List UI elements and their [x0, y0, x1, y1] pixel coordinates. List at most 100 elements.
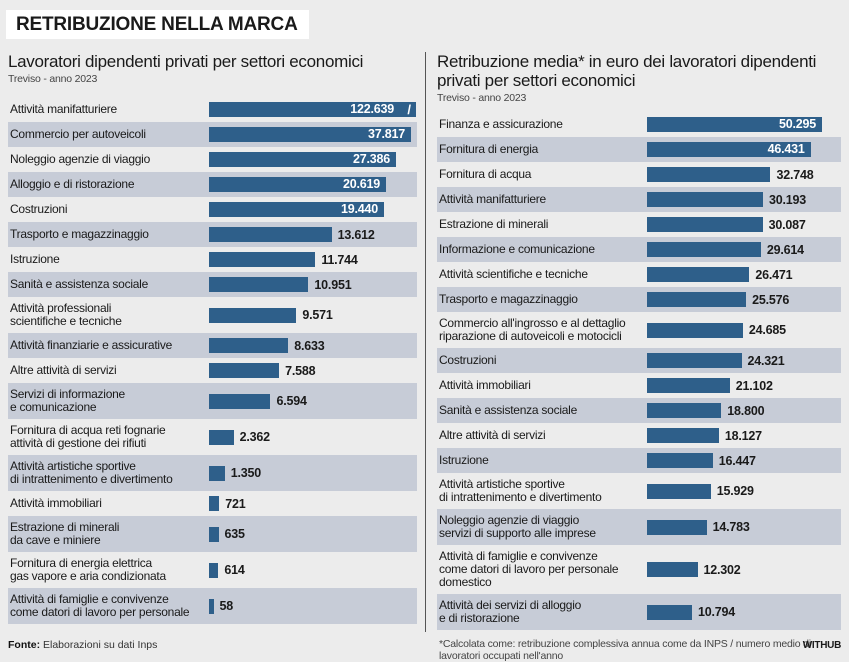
- workers-category-label: Attività artistiche sportive di intratten…: [10, 459, 173, 486]
- salary-row: Noleggio agenzie di viaggio servizi di su…: [437, 509, 841, 545]
- salary-value-label: 25.576: [752, 292, 790, 307]
- salary-category-label: Fornitura di acqua: [439, 167, 532, 181]
- workers-value-label: 58: [219, 599, 234, 613]
- salary-bar-area: 30.087: [647, 217, 841, 232]
- workers-bar: [209, 307, 297, 323]
- workers-value-label: 635: [224, 527, 245, 541]
- workers-row: Trasporto e magazzinaggio 13.612: [8, 222, 417, 247]
- workers-category-label: Attività immobiliari: [10, 496, 102, 510]
- salary-chart-title: Retribuzione media* in euro dei lavorato…: [437, 52, 817, 90]
- salary-bar: [647, 519, 707, 535]
- salary-bar-area: 26.471: [647, 267, 841, 282]
- workers-row: Attività finanziarie e assicurative 8.633: [8, 333, 417, 358]
- workers-category-label: Costruzioni: [10, 202, 68, 216]
- workers-category-label: Trasporto e magazzinaggio: [10, 227, 149, 241]
- workers-category-label: Attività di famiglie e convivenze come da…: [10, 592, 190, 619]
- workers-bar-area: 122.639 /: [209, 102, 417, 117]
- workers-bar: [209, 429, 234, 445]
- workers-value-label: 37.817: [367, 127, 405, 141]
- workers-row: Servizi di informazione e comunicazione 6.…: [8, 383, 417, 419]
- workers-bar: 37.817: [209, 127, 411, 142]
- workers-row: Estrazione di minerali da cave e miniere 6…: [8, 516, 417, 552]
- workers-row: Attività professionali scientifiche e tec…: [8, 297, 417, 333]
- salary-bar-area: 25.576: [647, 292, 841, 307]
- workers-category-label: Noleggio agenzie di viaggio: [10, 152, 151, 166]
- workers-category-label: Commercio per autoveicoli: [10, 127, 146, 141]
- workers-bar-area: 19.440: [209, 202, 417, 217]
- salary-category-label: Attività manifatturiere: [439, 192, 546, 206]
- workers-row: Fornitura di acqua reti fognarie attività…: [8, 419, 417, 455]
- salary-bar: [647, 242, 761, 257]
- workers-category-label: Attività professionali scientifiche e tec…: [10, 301, 122, 328]
- workers-bar: [209, 363, 280, 378]
- salary-row: Informazione e comunicazione 29.614: [437, 237, 841, 262]
- salary-row: Costruzioni 24.321: [437, 348, 841, 373]
- salary-row: Finanza e assicurazione 50.295: [437, 112, 841, 137]
- workers-bar-area: 8.633: [209, 338, 417, 353]
- workers-value-label: 11.744: [321, 252, 358, 267]
- salary-row: Attività artistiche sportive di intratten…: [437, 473, 841, 509]
- salary-category-label: Commercio all'ingrosso e al dettaglio rip…: [439, 316, 626, 343]
- workers-bar-area: 721: [209, 496, 417, 511]
- workers-value-label: 6.594: [276, 394, 307, 408]
- workers-row: Altre attività di servizi 7.588: [8, 358, 417, 383]
- salary-bar-area: 46.431: [647, 142, 841, 157]
- salary-category-label: Attività immobiliari: [439, 378, 531, 392]
- workers-value-label: 122.639: [350, 102, 394, 116]
- salary-row: Sanità e assistenza sociale 18.800: [437, 398, 841, 423]
- workers-value-label: 10.951: [314, 277, 352, 292]
- axis-break-icon: /: [407, 102, 411, 117]
- salary-row: Istruzione 16.447: [437, 448, 841, 473]
- footnote: *Calcolata come: retribuzione complessiv…: [439, 638, 811, 662]
- workers-row: Alloggio e di ristorazione 20.619: [8, 172, 417, 197]
- workers-row: Sanità e assistenza sociale 10.951: [8, 272, 417, 297]
- workers-category-label: Sanità e assistenza sociale: [10, 277, 148, 291]
- workers-bar-area: 11.744: [209, 252, 417, 267]
- salary-value-label: 46.431: [767, 142, 805, 156]
- salary-category-label: Costruzioni: [439, 353, 497, 367]
- salary-row: Estrazione di minerali 30.087: [437, 212, 841, 237]
- workers-bar: [209, 562, 219, 578]
- salary-category-label: Istruzione: [439, 453, 489, 467]
- workers-row: Fornitura di energia elettrica gas vapore…: [8, 552, 417, 588]
- salary-category-label: Trasporto e magazzinaggio: [439, 292, 578, 306]
- salary-value-label: 15.929: [716, 484, 754, 498]
- salary-bar-area: 18.127: [647, 428, 841, 443]
- salary-value-label: 24.321: [747, 353, 785, 368]
- salary-value-label: 21.102: [735, 378, 773, 393]
- salary-bar-area: 15.929: [647, 483, 841, 499]
- salary-category-label: Sanità e assistenza sociale: [439, 403, 577, 417]
- salary-bar: [647, 167, 771, 182]
- salary-chart-subtitle: Treviso - anno 2023: [437, 92, 527, 104]
- workers-bar: [209, 465, 225, 481]
- salary-value-label: 16.447: [718, 453, 756, 468]
- workers-bar-area: 6.594: [209, 393, 417, 409]
- workers-bar-area: 9.571: [209, 307, 417, 323]
- salary-bar: [647, 403, 722, 418]
- workers-category-label: Attività manifatturiere: [10, 102, 117, 116]
- salary-bar: 50.295: [647, 117, 822, 132]
- salary-bar: [647, 217, 763, 232]
- workers-value-label: 614: [224, 563, 245, 577]
- workers-row: Commercio per autoveicoli 37.817: [8, 122, 417, 147]
- salary-bar: [647, 483, 711, 499]
- salary-value-label: 32.748: [776, 167, 814, 182]
- workers-bar: 27.386: [209, 152, 396, 167]
- source-note: Fonte: Elaborazioni su dati Inps: [8, 639, 157, 651]
- salary-bar-area: 14.783: [647, 519, 841, 535]
- salary-row: Attività dei servizi di alloggio e di ris…: [437, 594, 841, 630]
- salary-bar-area: 50.295: [647, 117, 841, 132]
- workers-value-label: 27.386: [352, 152, 390, 166]
- workers-value-label: 1.350: [230, 466, 262, 480]
- workers-category-label: Fornitura di acqua reti fognarie attività…: [10, 423, 166, 450]
- salary-value-label: 29.614: [766, 242, 804, 257]
- salary-bar-area: 24.321: [647, 353, 841, 368]
- panel-divider: [425, 52, 426, 632]
- salary-row: Attività manifatturiere 30.193: [437, 187, 841, 212]
- salary-bar: [647, 378, 730, 393]
- workers-bar-area: 614: [209, 562, 417, 578]
- workers-row: Istruzione 11.744: [8, 247, 417, 272]
- salary-category-label: Noleggio agenzie di viaggio servizi di su…: [439, 513, 596, 540]
- workers-bar-area: 58: [209, 598, 417, 614]
- workers-bar-area: 10.951: [209, 277, 417, 292]
